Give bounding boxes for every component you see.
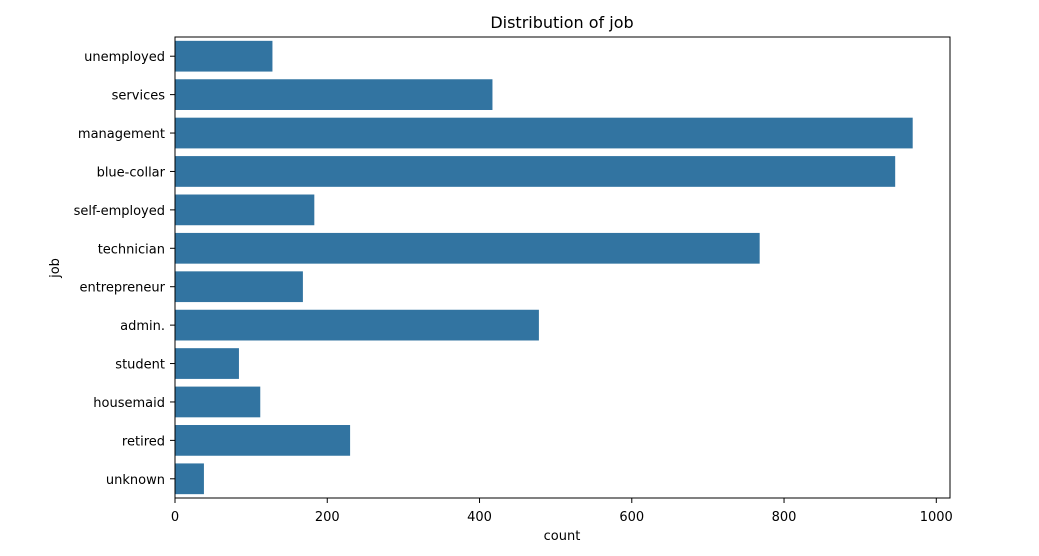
x-tick-label: 800: [772, 510, 797, 525]
bar-unemployed: [175, 40, 273, 72]
y-tick-label: student: [115, 358, 165, 373]
bar-unknown: [175, 463, 204, 495]
y-tick-label: blue-collar: [97, 165, 166, 180]
x-axis: 0 200 400 600 800 1000: [171, 498, 953, 525]
y-tick-label: retired: [122, 434, 165, 449]
y-tick-label: services: [112, 89, 166, 104]
x-tick-label: 0: [171, 510, 179, 525]
y-tick-label: entrepreneur: [79, 281, 165, 296]
bar-self-employed: [175, 194, 315, 226]
y-axis: unemployed services management blue-collar s…: [74, 50, 175, 488]
x-axis-label: count: [544, 529, 581, 544]
y-tick-label: technician: [98, 242, 165, 257]
bar-housemaid: [175, 386, 261, 418]
plot-frame: [174, 36, 951, 499]
x-tick-label: 400: [467, 510, 492, 525]
bar-admin: [175, 309, 539, 341]
y-tick-label: housemaid: [93, 396, 165, 411]
bar-management: [175, 117, 913, 149]
bar-retired: [175, 425, 351, 456]
bar-services: [175, 79, 493, 110]
y-tick-label: unknown: [106, 473, 165, 488]
bars-layer: [175, 40, 913, 495]
y-axis-label: job: [48, 258, 63, 279]
bar-technician: [175, 232, 760, 264]
y-tick-label: self-employed: [74, 204, 165, 219]
x-tick-label: 200: [315, 510, 340, 525]
y-tick-label: management: [78, 127, 165, 142]
y-tick-label: unemployed: [84, 50, 165, 65]
bar-blue-collar: [175, 156, 896, 187]
x-tick-label: 1000: [920, 510, 953, 525]
y-tick-label: admin.: [120, 319, 165, 334]
x-tick-label: 600: [619, 510, 644, 525]
bar-entrepreneur: [175, 271, 303, 303]
chart-title: Distribution of job: [490, 13, 633, 32]
bar-student: [175, 348, 239, 379]
